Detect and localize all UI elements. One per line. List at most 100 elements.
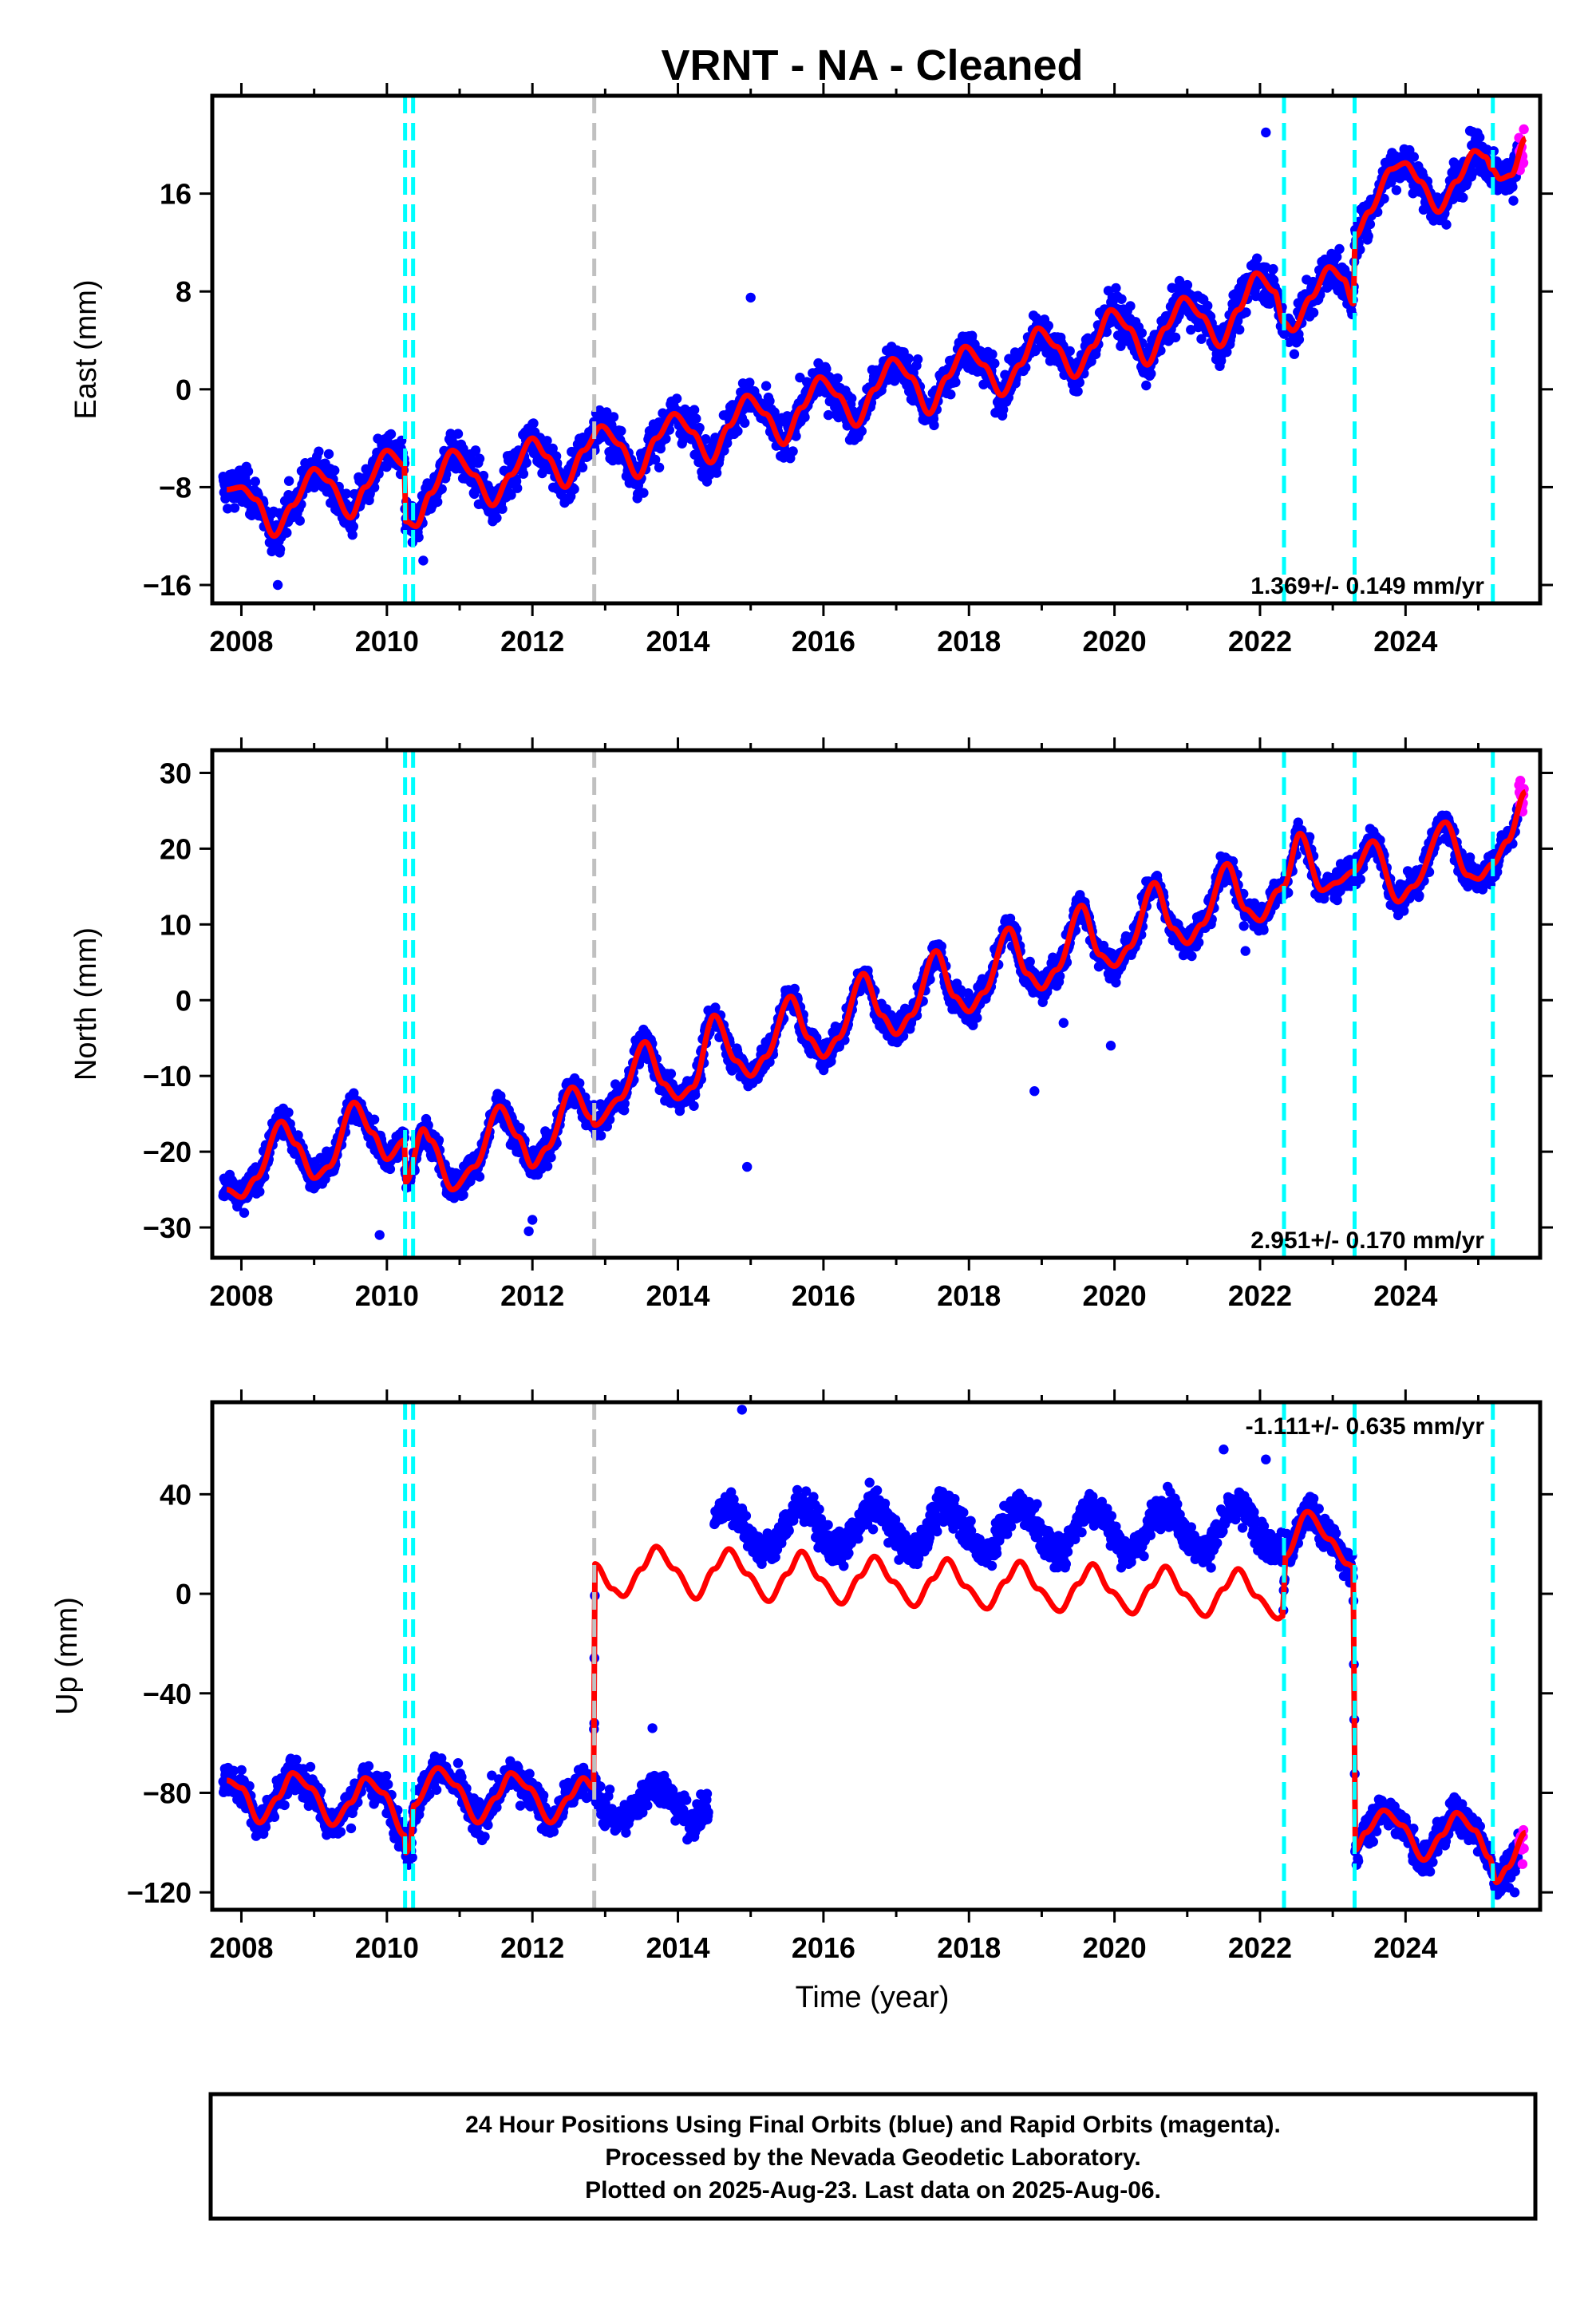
north-data-point	[689, 1101, 699, 1112]
east-rate-text: 1.369+/- 0.149 mm/yr	[1250, 573, 1484, 599]
east-x-tick-label: 2016	[792, 625, 855, 658]
east-data-point	[1073, 386, 1083, 397]
east-data-point	[492, 512, 502, 524]
east-data-point	[912, 354, 923, 365]
east-data-point	[282, 528, 292, 538]
east-data-point	[1065, 346, 1075, 357]
east-data-point	[341, 488, 352, 499]
east-rapid-point	[1519, 124, 1529, 135]
east-outlier-point	[272, 579, 283, 591]
east-data-point	[740, 417, 750, 429]
north-data-point	[369, 1114, 380, 1124]
east-data-point	[506, 490, 516, 500]
east-outlier-point	[745, 292, 756, 303]
east-data-point	[602, 407, 612, 417]
east-data-point	[1170, 332, 1181, 342]
east-data-point	[569, 484, 579, 495]
east-data-point	[1141, 380, 1152, 391]
east-data-point	[1043, 320, 1054, 331]
east-panel: 2008 2010 2012 2014 2016 2018 2020 2022 2024−16−…	[69, 83, 1553, 658]
east-data-point	[650, 454, 661, 465]
east-data-point	[330, 465, 340, 476]
east-x-tick-label: 2008	[209, 625, 273, 658]
east-data-point	[1235, 324, 1245, 335]
east-data-point	[661, 433, 671, 444]
east-data-point	[791, 431, 801, 441]
east-data-point	[745, 377, 755, 388]
east-data-point	[1365, 219, 1376, 230]
east-x-tick-label: 2020	[1083, 625, 1147, 658]
east-data-point	[275, 544, 286, 555]
east-data-point	[528, 418, 539, 429]
east-data-point	[413, 532, 424, 543]
east-data-point	[689, 405, 700, 415]
east-x-tick-label: 2024	[1373, 625, 1437, 658]
east-data-point	[250, 476, 260, 487]
east-data-point	[294, 516, 305, 526]
east-data-point	[1111, 283, 1121, 294]
north-data-point	[239, 1207, 250, 1218]
east-data-point	[1408, 152, 1420, 162]
east-y-axis-label: East (mm)	[69, 279, 103, 419]
east-data-point	[821, 364, 832, 374]
east-data-point	[229, 503, 240, 513]
east-y-tick-label: −8	[159, 471, 192, 504]
east-data-point	[856, 426, 867, 437]
east-data-point	[433, 496, 443, 508]
east-data-point	[671, 393, 682, 404]
east-data-point	[638, 488, 649, 498]
north-data-point	[972, 1013, 982, 1023]
east-data-point	[347, 530, 358, 540]
east-outlier-point	[1261, 127, 1271, 138]
east-data-point	[788, 446, 798, 456]
east-data-point	[470, 445, 481, 456]
north-data-point	[546, 1152, 556, 1163]
east-data-point	[577, 462, 588, 472]
east-data-point	[1458, 192, 1468, 203]
east-x-tick-label: 2010	[355, 625, 419, 658]
east-data-point	[1475, 132, 1485, 143]
east-data-point	[1146, 369, 1156, 379]
east-data-point	[497, 504, 508, 514]
east-data-point	[283, 476, 294, 486]
east-data-point	[1136, 328, 1148, 338]
east-data-point	[348, 521, 358, 532]
east-y-tick-label: 0	[176, 373, 192, 406]
east-data-point	[903, 354, 914, 364]
east-data-point	[950, 377, 961, 388]
east-data-point	[452, 429, 464, 439]
north-panel: 2008 2010 2012 2014 2016 2018 2020 2022 2024−30−…	[69, 737, 1553, 1312]
east-x-tick-label: 2014	[646, 625, 709, 658]
east-y-tick-label: 8	[176, 275, 192, 308]
east-plot-area	[212, 96, 1540, 603]
east-data-point	[314, 446, 324, 456]
north-data-point	[542, 1161, 553, 1172]
east-data-point	[929, 420, 939, 431]
east-data-point	[1391, 185, 1402, 196]
east-data-point	[542, 436, 552, 446]
east-data-point	[764, 396, 775, 406]
east-data-point	[518, 468, 529, 479]
east-data-point	[967, 330, 978, 341]
east-data-point	[1308, 307, 1319, 318]
north-data-point	[789, 983, 800, 994]
east-data-point	[1125, 301, 1136, 311]
chart-title: VRNT - NA - Cleaned	[661, 41, 1083, 89]
east-x-tick-label: 2012	[500, 625, 564, 658]
east-data-point	[987, 349, 998, 360]
north-data-point	[515, 1123, 525, 1133]
east-data-point	[243, 466, 254, 476]
east-data-point	[1252, 253, 1262, 263]
east-data-point	[990, 358, 1000, 369]
east-data-point	[1507, 182, 1518, 192]
east-data-point	[616, 425, 626, 437]
east-data-point	[847, 393, 857, 404]
north-data-point	[595, 1130, 606, 1141]
east-data-point	[547, 443, 558, 454]
east-data-point	[719, 445, 729, 456]
east-data-point	[1116, 294, 1127, 304]
east-data-point	[711, 468, 722, 478]
east-data-point	[1334, 243, 1345, 255]
east-data-point	[701, 434, 711, 445]
east-data-point	[760, 381, 772, 391]
